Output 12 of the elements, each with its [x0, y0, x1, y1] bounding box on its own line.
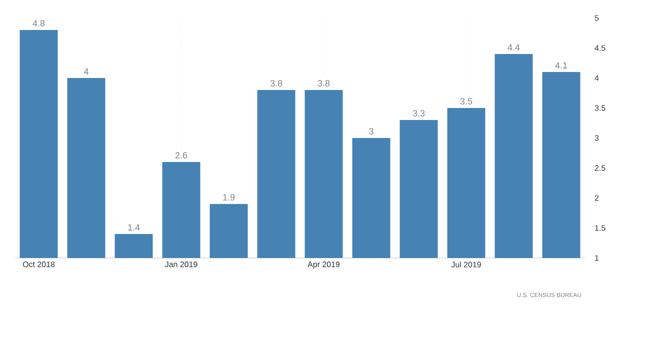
data-label: 4.1	[555, 62, 568, 68]
data-label: 3.3	[412, 110, 425, 116]
data-label: 3.8	[318, 80, 330, 86]
data-label: 2.6	[175, 152, 188, 158]
data-label: 1.9	[223, 194, 235, 200]
data-label: 4.4	[508, 44, 520, 50]
data-label: 3	[369, 128, 374, 134]
data-label: 4	[84, 68, 88, 74]
data-label: 3.5	[460, 98, 472, 104]
data-label: 3.8	[270, 80, 282, 86]
data-label: 4.8	[32, 20, 45, 26]
data-label: 1.4	[128, 224, 140, 230]
